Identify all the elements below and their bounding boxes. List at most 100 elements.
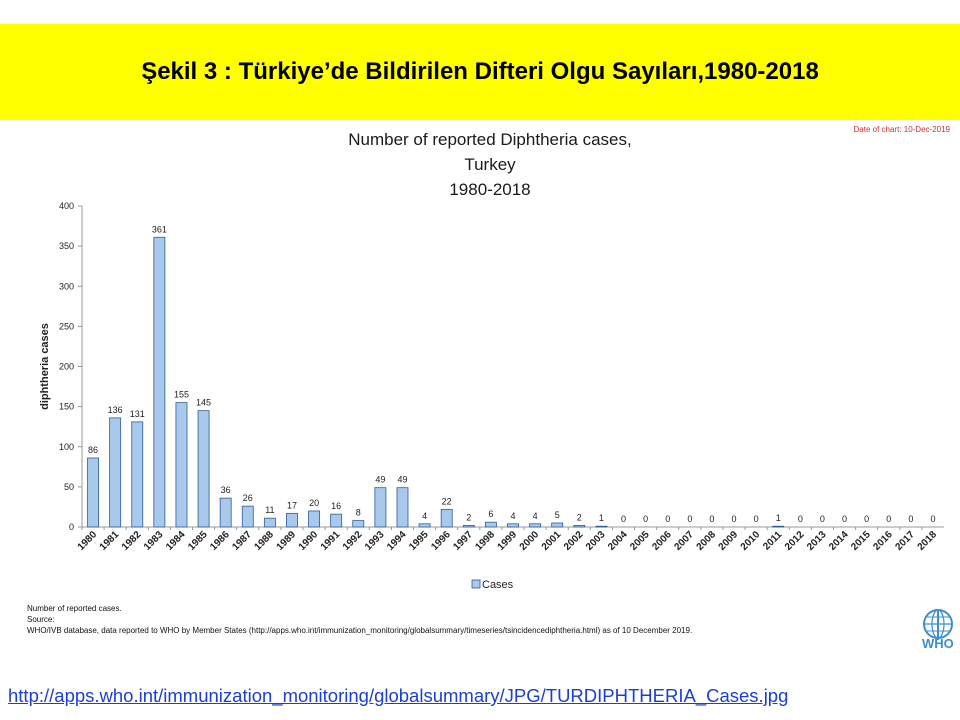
x-tick-label-1981: 1981 (98, 529, 122, 553)
value-label-2002: 2 (577, 512, 582, 522)
x-tick-label-2002: 2002 (562, 529, 586, 553)
value-label-2008: 0 (709, 514, 714, 524)
value-label-2017: 0 (908, 514, 913, 524)
bar-1998 (484, 521, 497, 528)
who-logo-text: WHO (922, 636, 954, 651)
y-tick-label: 300 (59, 281, 74, 291)
value-label-1983: 361 (152, 224, 167, 234)
value-label-1998: 6 (488, 509, 493, 519)
value-label-1995: 4 (422, 511, 427, 521)
value-label-2007: 0 (687, 514, 692, 524)
x-tick-label-1991: 1991 (319, 529, 343, 553)
x-tick-label-2003: 2003 (584, 529, 608, 553)
bar-1989 (286, 512, 298, 528)
x-tick-label-1987: 1987 (230, 529, 254, 553)
bar-1995 (418, 523, 431, 528)
value-label-2011: 1 (776, 513, 781, 523)
bar-1996 (440, 508, 453, 528)
value-label-1993: 49 (375, 475, 385, 485)
chart-title: Number of reported Diphtheria cases, Tur… (300, 127, 680, 202)
y-tick-label: 0 (69, 522, 74, 532)
value-label-1989: 17 (287, 500, 297, 510)
y-tick-label: 400 (59, 201, 74, 211)
bar-1987 (241, 505, 254, 528)
x-tick-label-2004: 2004 (606, 529, 630, 553)
x-tick-label-1999: 1999 (496, 529, 520, 553)
x-tick-label-2008: 2008 (695, 529, 719, 553)
slide-title: Şekil 3 : Türkiye’de Bildirilen Difteri … (141, 58, 819, 85)
x-tick-label-2010: 2010 (739, 529, 763, 553)
value-label-1982: 131 (130, 409, 145, 419)
x-tick-label-2001: 2001 (540, 529, 564, 553)
bar-1982 (131, 421, 144, 528)
x-tick-label-1996: 1996 (429, 529, 453, 553)
chart-notes: Number of reported cases. Source: WHO/IV… (27, 603, 692, 636)
bar-1993 (374, 487, 387, 528)
value-label-2015: 0 (864, 514, 869, 524)
x-tick-label-1998: 1998 (474, 529, 498, 553)
value-label-2004: 0 (621, 514, 626, 524)
value-label-2012: 0 (798, 514, 803, 524)
value-label-2000: 4 (533, 511, 538, 521)
x-tick-label-2006: 2006 (650, 529, 674, 553)
value-label-2014: 0 (842, 514, 847, 524)
bar-1990 (308, 510, 321, 528)
x-tick-label-2014: 2014 (827, 529, 851, 553)
x-tick-label-1993: 1993 (363, 529, 387, 553)
value-label-2016: 0 (886, 514, 891, 524)
x-tick-label-2009: 2009 (717, 529, 741, 553)
value-label-2010: 0 (754, 514, 759, 524)
bar-1997 (462, 524, 475, 528)
x-tick-label-1983: 1983 (142, 529, 166, 553)
bar-1985 (197, 410, 210, 528)
bar-1983 (153, 236, 166, 528)
value-label-1997: 2 (466, 512, 471, 522)
value-label-1992: 8 (356, 508, 361, 518)
legend-swatch (471, 579, 481, 589)
chart-title-line2: Turkey (464, 155, 516, 174)
x-tick-label-2015: 2015 (849, 529, 873, 553)
bar-1994 (396, 487, 409, 528)
x-tick-label-1990: 1990 (297, 529, 321, 553)
value-label-1990: 20 (309, 498, 319, 508)
value-label-2009: 0 (732, 514, 737, 524)
x-tick-label-1988: 1988 (252, 529, 276, 553)
note-source-label: Source: (27, 615, 55, 624)
value-label-1981: 136 (108, 405, 123, 415)
value-label-2013: 0 (820, 514, 825, 524)
x-tick-label-2000: 2000 (518, 529, 542, 553)
bar-1992 (352, 520, 365, 528)
y-tick-label: 100 (59, 442, 74, 452)
bar-1991 (330, 513, 343, 528)
value-label-1999: 4 (510, 511, 515, 521)
x-tick-label-2012: 2012 (783, 529, 807, 553)
x-tick-label-2018: 2018 (916, 529, 940, 553)
bar-1980 (87, 457, 99, 528)
who-emblem-icon (923, 609, 953, 640)
chart-date: Date of chart: 10-Dec-2019 (853, 125, 951, 134)
bar-1999 (507, 523, 519, 528)
x-tick-label-1997: 1997 (451, 529, 475, 553)
x-tick-label-1985: 1985 (186, 529, 210, 553)
x-tick-label-2013: 2013 (805, 529, 829, 553)
value-label-1984: 155 (174, 390, 189, 400)
value-label-2018: 0 (930, 514, 935, 524)
value-label-1994: 49 (397, 475, 407, 485)
value-label-2006: 0 (665, 514, 670, 524)
source-url-link[interactable]: http://apps.who.int/immunization_monitor… (8, 685, 789, 706)
x-tick-label-1994: 1994 (385, 529, 409, 553)
note-source-text: WHO/IVB database, data reported to WHO b… (27, 626, 693, 635)
x-tick-label-2016: 2016 (871, 529, 895, 553)
x-tick-label-1980: 1980 (76, 529, 100, 553)
value-label-1986: 36 (221, 485, 231, 495)
x-tick-label-1992: 1992 (341, 529, 365, 553)
value-label-1991: 16 (331, 501, 341, 511)
chart-title-line1: Number of reported Diphtheria cases, (348, 130, 632, 149)
bar-1984 (175, 402, 188, 528)
bar-2003 (595, 525, 608, 528)
y-tick-label: 150 (59, 402, 74, 412)
x-tick-label-2017: 2017 (893, 529, 917, 553)
y-tick-label: 350 (59, 241, 74, 251)
x-tick-label-2007: 2007 (672, 529, 696, 553)
